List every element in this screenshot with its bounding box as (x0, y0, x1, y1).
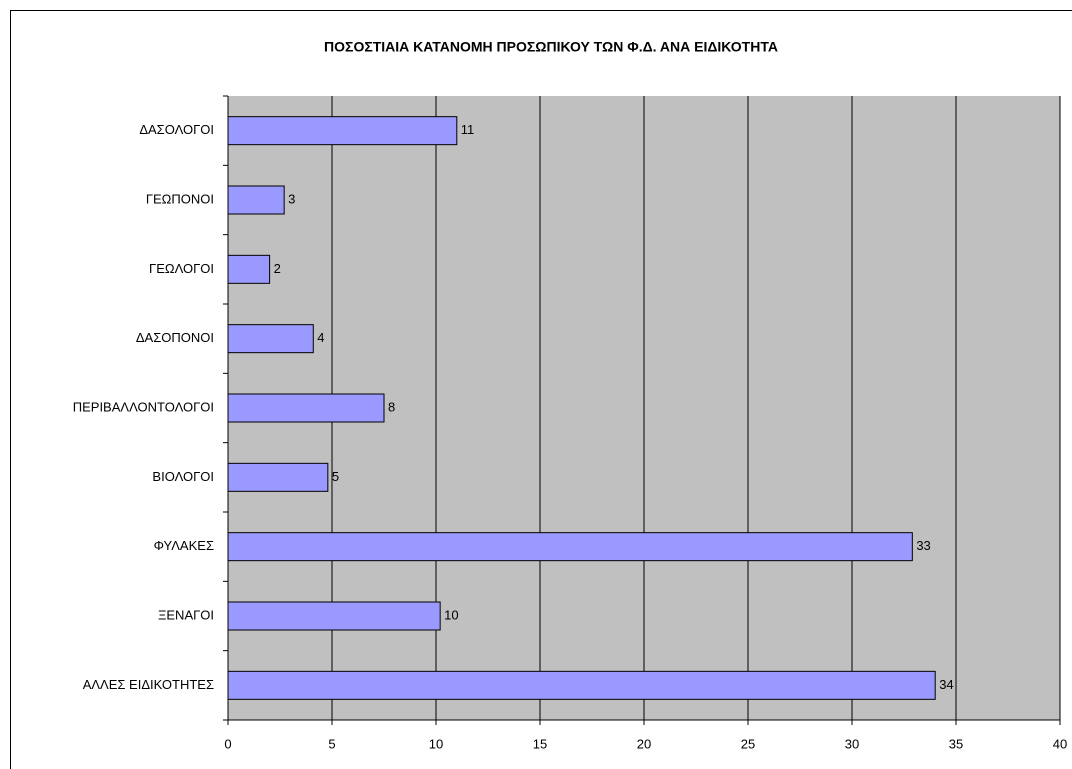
y-tick-label: ΓΕΩΛΟΓΟΙ (149, 261, 214, 276)
value-label: 34 (939, 677, 953, 692)
y-tick-label: ΓΕΩΠΟΝΟΙ (146, 191, 214, 206)
bar (227, 670, 936, 700)
bar (227, 462, 329, 492)
y-tick-label: ΔΑΣΟΛΟΓΟΙ (139, 122, 214, 137)
y-tick-label: ΞΕΝΑΓΟΙ (158, 607, 214, 622)
value-label: 10 (444, 607, 458, 622)
value-label: 8 (388, 399, 395, 414)
value-label: 4 (317, 330, 324, 345)
value-label: 3 (288, 191, 295, 206)
x-tick-label: 15 (533, 736, 547, 751)
y-tick-label: ΠΕΡΙΒΑΛΛΟΝΤΟΛΟΓΟΙ (73, 399, 214, 414)
value-label: 11 (461, 122, 475, 137)
y-tick-label: ΦΥΛΑΚΕΣ (154, 538, 214, 553)
y-tick-label: ΑΛΛΕΣ ΕΙΔΙΚΟΤΗΤΕΣ (83, 677, 214, 692)
x-tick-label: 20 (637, 736, 651, 751)
y-tick-label: ΒΙΟΛΟΓΟΙ (152, 469, 214, 484)
bar (227, 393, 385, 423)
y-tick-label: ΔΑΣΟΠΟΝΟΙ (136, 330, 214, 345)
x-tick-label: 25 (741, 736, 755, 751)
value-label: 5 (332, 469, 339, 484)
bar (227, 601, 441, 631)
bar (227, 185, 285, 215)
x-tick-label: 40 (1053, 736, 1067, 751)
x-tick-label: 35 (949, 736, 963, 751)
value-label: 33 (916, 538, 930, 553)
x-tick-label: 5 (328, 736, 335, 751)
x-tick-label: 0 (224, 736, 231, 751)
x-tick-label: 10 (429, 736, 443, 751)
chart-title: ΠΟΣΟΣΤΙΑΙΑ ΚΑΤΑΝΟΜΗ ΠΡΟΣΩΠΙΚΟΥ ΤΩΝ Φ.Δ. … (324, 39, 778, 55)
bar (227, 532, 913, 562)
bar (227, 254, 271, 284)
bar (227, 324, 314, 354)
bar (227, 116, 458, 146)
value-label: 2 (274, 261, 281, 276)
x-tick-label: 30 (845, 736, 859, 751)
